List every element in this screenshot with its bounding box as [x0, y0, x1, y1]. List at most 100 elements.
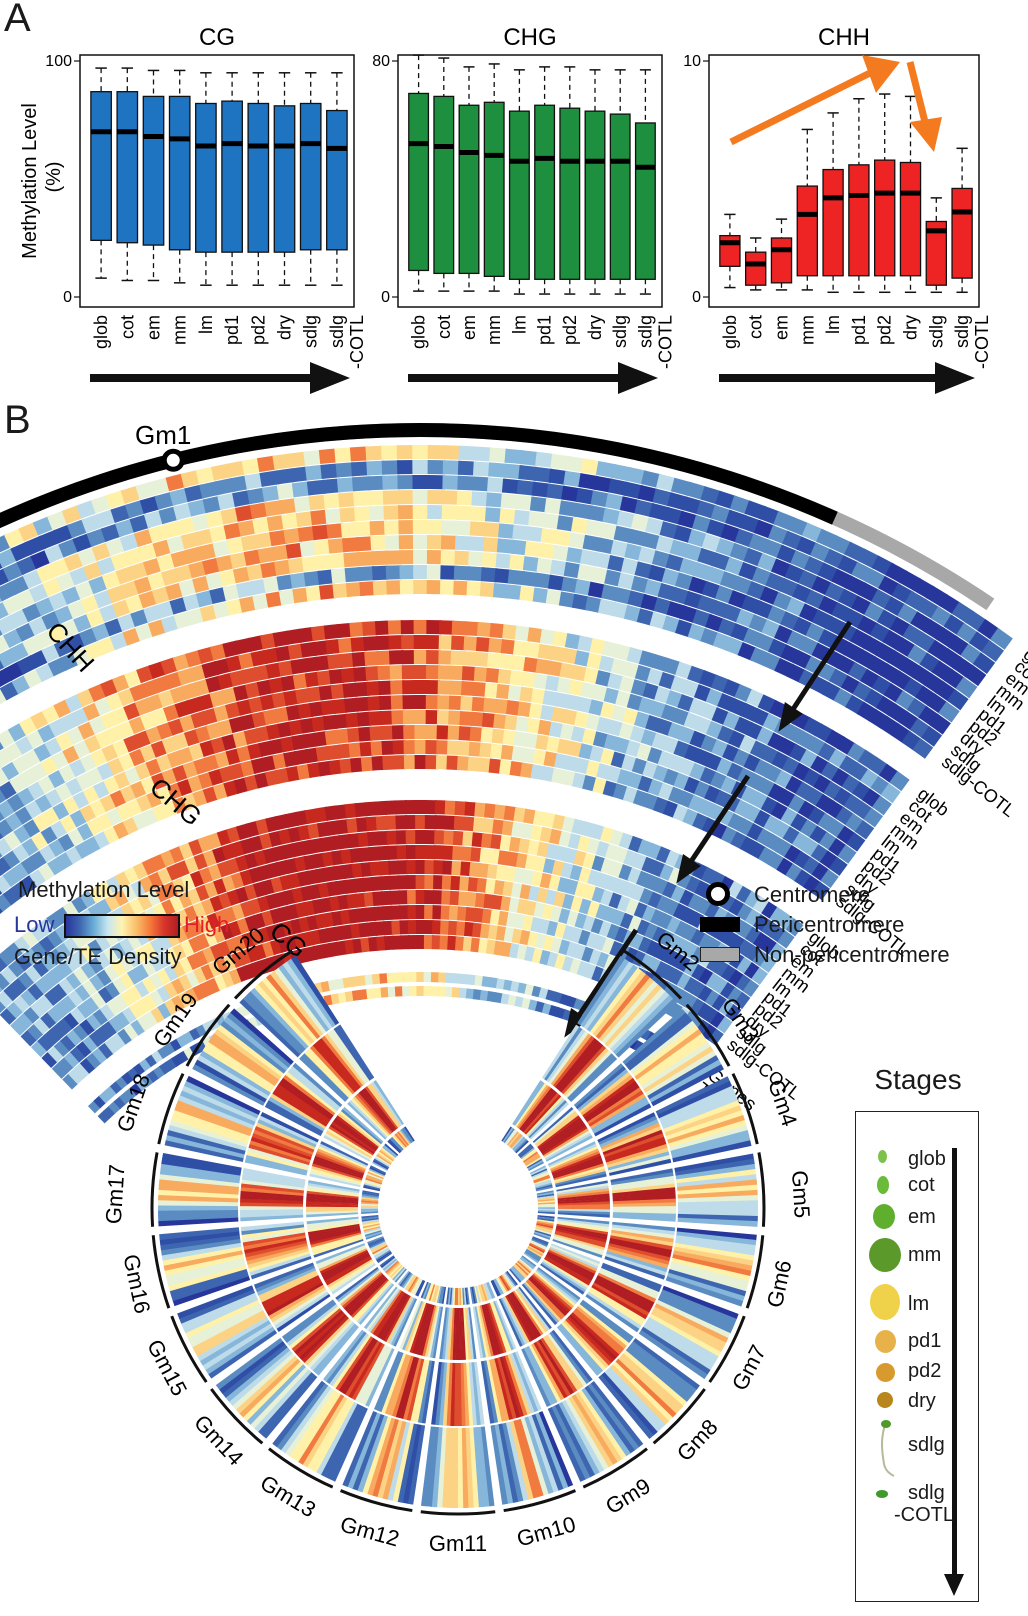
box-dry: dry — [899, 95, 922, 340]
heat-cell — [605, 1253, 667, 1277]
box-body — [90, 91, 112, 242]
gm1-zoom-fan: Gm1CHHCHGCGglobcotemmmlmpd1pd2drysdlgsdl… — [0, 420, 1028, 1124]
heat-cell — [556, 677, 574, 694]
heat-cell — [563, 1048, 610, 1097]
heat-cell — [591, 1096, 648, 1132]
heat-cell — [720, 982, 737, 1000]
heat-cell — [424, 845, 436, 860]
heat-cell — [424, 815, 437, 830]
chromosome-ideogram — [503, 1489, 577, 1513]
heat-cell — [540, 704, 556, 722]
heat-cell — [539, 628, 557, 646]
heat-cell — [408, 935, 418, 950]
heat-cell — [304, 747, 320, 764]
heat-cell — [557, 1193, 610, 1201]
heat-cell — [377, 1252, 393, 1264]
heat-cell — [880, 783, 901, 804]
heat-cell — [424, 830, 437, 845]
heat-cell — [351, 989, 362, 1001]
chromosome-ideogram — [151, 1235, 171, 1309]
heat-cell — [471, 1286, 476, 1304]
heat-cell — [630, 933, 646, 951]
heat-cell — [347, 1101, 387, 1140]
heat-cell — [290, 658, 307, 675]
heat-cell — [135, 481, 157, 500]
heat-cell — [108, 1100, 122, 1114]
heat-cell — [50, 1022, 67, 1041]
heat-cell — [619, 496, 640, 514]
heat-cell — [530, 1275, 571, 1313]
box-dry: dry — [273, 72, 296, 340]
heat-cell — [402, 695, 417, 710]
heat-cell — [314, 1155, 365, 1176]
x-tick-label: glob — [720, 315, 740, 349]
heat-cell — [533, 1342, 568, 1399]
heat-cell — [330, 993, 341, 1005]
heat-cell — [495, 978, 507, 990]
heat-cell — [318, 448, 339, 465]
heat-cell — [581, 1299, 634, 1341]
heat-cell — [547, 1141, 596, 1166]
heat-cell — [557, 1204, 610, 1208]
heat-cell — [407, 1276, 418, 1292]
heat-cell — [872, 795, 892, 816]
heat-cell — [611, 1175, 675, 1189]
heat-cell — [534, 572, 553, 589]
heat-cell — [398, 505, 416, 520]
heat-cell — [445, 972, 455, 984]
heat-cell — [530, 1343, 565, 1401]
heat-cell — [532, 1236, 549, 1245]
heat-cell — [351, 1343, 385, 1401]
heat-cell — [194, 1313, 267, 1357]
heat-cell — [472, 989, 483, 1001]
zoom-arrow-head-0 — [778, 702, 803, 732]
heat-cell — [392, 740, 406, 755]
heat-cell — [242, 1168, 306, 1183]
x-tick-label: pd2 — [560, 315, 580, 345]
heat-cell — [394, 972, 404, 983]
heat-cell — [278, 1080, 333, 1120]
heat-cell — [341, 1272, 383, 1309]
heat-cell — [348, 1277, 388, 1316]
heat-cell — [558, 1323, 604, 1374]
chromosome-gm20: Gm20 — [207, 922, 415, 1154]
heat-cell — [381, 1353, 407, 1414]
heat-cell — [468, 536, 487, 552]
heat-cell — [448, 695, 463, 711]
heat-cell — [368, 1169, 385, 1178]
heat-cell — [683, 976, 700, 994]
heat-cell — [556, 1180, 608, 1192]
heat-cell — [163, 1250, 243, 1271]
heat-cell — [515, 1140, 529, 1154]
heat-cell — [180, 939, 196, 957]
heat-cell — [552, 1237, 604, 1256]
heat-cell — [372, 1159, 389, 1170]
chromosome-ideogram — [745, 1235, 765, 1309]
heat-cell — [379, 1149, 394, 1162]
heat-cell — [734, 991, 751, 1010]
heat-cell — [496, 1357, 517, 1420]
heat-cell — [565, 1050, 612, 1099]
heat-cell — [420, 1426, 436, 1507]
heat-cell — [104, 1085, 118, 1099]
heat-cell — [0, 972, 12, 991]
heat-cell — [534, 1179, 552, 1187]
panel-b-letter: B — [4, 398, 31, 442]
heat-cell — [135, 1078, 149, 1092]
heat-cell — [139, 495, 161, 514]
x-tick-label: -COTL — [972, 315, 992, 369]
seed-mm-icon — [869, 1238, 901, 1272]
heat-cell — [529, 1101, 569, 1140]
heat-cell — [270, 970, 324, 1037]
heat-cell — [519, 686, 536, 703]
heat-cell — [665, 1276, 744, 1307]
heat-cell — [482, 818, 496, 834]
heat-cell — [0, 667, 14, 687]
heat-cell — [312, 640, 330, 656]
heat-cell — [311, 1235, 363, 1253]
heat-cell — [272, 1090, 328, 1127]
heat-cell — [318, 1248, 368, 1272]
heat-cell — [474, 651, 491, 668]
heat-cell — [365, 445, 385, 461]
heat-cell — [6, 1000, 24, 1019]
